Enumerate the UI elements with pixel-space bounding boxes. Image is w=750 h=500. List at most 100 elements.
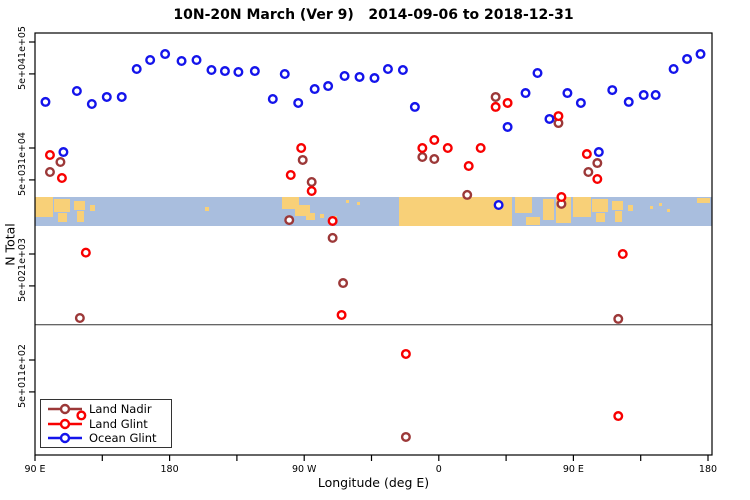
land-patch (306, 213, 315, 220)
y-tick-label: 1e+04 (17, 132, 28, 164)
data-point (279, 69, 290, 80)
data-point (176, 55, 187, 66)
land-patch (659, 203, 662, 206)
land-patch (650, 206, 653, 209)
data-point (520, 88, 531, 99)
data-point (339, 70, 350, 81)
data-point (131, 64, 142, 75)
land-patch (628, 205, 633, 211)
plot-border (34, 32, 713, 456)
data-point (354, 71, 365, 82)
data-point (71, 85, 82, 96)
data-point (682, 53, 693, 64)
data-point (74, 313, 85, 324)
land-patch (35, 197, 53, 217)
data-point (44, 149, 55, 160)
data-point (502, 97, 513, 108)
data-point (206, 65, 217, 76)
data-point (327, 232, 338, 243)
land-patch (592, 199, 608, 212)
data-point (490, 101, 501, 112)
data-point (581, 149, 592, 160)
land-patch (515, 197, 532, 213)
land-patch (295, 205, 310, 216)
data-point (442, 142, 453, 153)
map-band (35, 197, 712, 226)
data-point (293, 97, 304, 108)
data-point (575, 97, 586, 108)
data-point (338, 278, 349, 289)
x-axis-title: Longitude (deg E) (317, 475, 430, 490)
data-point (40, 96, 51, 107)
x-tick-label: 180 (161, 464, 179, 475)
data-point (116, 91, 127, 102)
y-tick-label: 5e+04 (17, 58, 28, 90)
land-patch (346, 200, 349, 203)
data-point (592, 158, 603, 169)
legend-item-ocean-glint: Ocean Glint (48, 432, 171, 444)
data-point (369, 73, 380, 84)
data-point (463, 161, 474, 172)
data-point (583, 166, 594, 177)
data-point (86, 99, 97, 110)
data-point (284, 215, 295, 226)
data-point (400, 348, 411, 359)
land-nadir-marker-icon (48, 404, 82, 415)
land-patch (357, 202, 360, 205)
chart-title: 10N-20N March (Ver 9) 2014-09-06 to 2018… (173, 7, 574, 23)
land-patch (77, 211, 84, 222)
series-land-glint (44, 97, 628, 422)
data-point (462, 189, 473, 200)
land-patch (74, 201, 85, 210)
data-point (668, 64, 679, 75)
data-point (44, 166, 55, 177)
legend-label: Land Nadir (89, 402, 152, 417)
data-point (296, 142, 307, 153)
data-point (309, 84, 320, 95)
legend-label: Land Glint (89, 416, 148, 431)
y-tick-label: 5e+02 (17, 270, 28, 302)
series-ocean-glint (40, 49, 706, 210)
land-patch (667, 209, 670, 212)
x-tick-label: 90 E (24, 464, 45, 475)
data-point (592, 173, 603, 184)
data-point (650, 90, 661, 101)
land-patch (58, 213, 67, 222)
data-point (562, 88, 573, 99)
data-point (80, 247, 91, 258)
data-point (55, 156, 66, 167)
data-point (191, 55, 202, 66)
series-land-nadir (44, 91, 624, 442)
data-point (101, 91, 112, 102)
data-point (556, 191, 567, 202)
data-point (306, 176, 317, 187)
data-point (145, 55, 156, 66)
land-patch (282, 197, 299, 209)
y-tick-label: 1e+05 (17, 26, 28, 58)
y-tick-label: 1e+02 (17, 344, 28, 376)
data-point (429, 134, 440, 145)
x-tick-label: 90 E (563, 464, 584, 475)
data-point (613, 411, 624, 422)
land-patch (543, 199, 554, 220)
land-patch (596, 213, 605, 222)
land-glint-marker-icon (48, 418, 82, 429)
land-patch (573, 197, 591, 217)
land-patch (612, 201, 623, 210)
data-point (233, 67, 244, 78)
land-patch (320, 214, 324, 218)
data-point (429, 154, 440, 165)
data-point (553, 111, 564, 122)
data-point (695, 49, 706, 60)
data-point (160, 49, 171, 60)
data-point (219, 66, 230, 77)
ocean-glint-marker-icon (48, 432, 82, 443)
land-patch (615, 211, 622, 222)
data-point (409, 101, 420, 112)
data-point (544, 113, 555, 124)
data-point (397, 65, 408, 76)
data-point (613, 313, 624, 324)
data-point (638, 90, 649, 101)
